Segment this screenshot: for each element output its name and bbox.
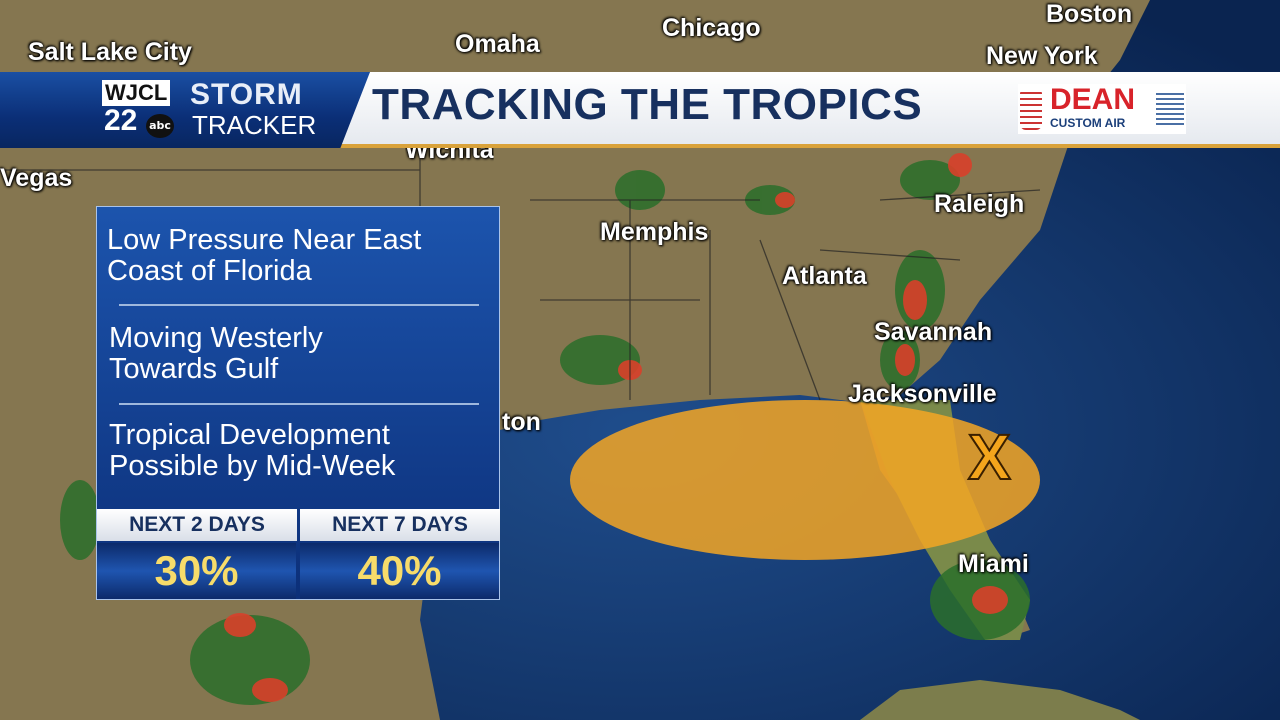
coil-icon xyxy=(1020,88,1042,130)
city-label: Atlanta xyxy=(782,262,867,290)
vent-icon xyxy=(1156,90,1184,128)
sponsor-logo: DEAN CUSTOM AIR xyxy=(1018,84,1186,134)
logo-bar xyxy=(0,72,370,148)
gold-stripe xyxy=(330,144,1280,148)
city-label: Jacksonville xyxy=(848,380,997,408)
city-label: Boston xyxy=(1046,0,1133,28)
page-title: TRACKING THE TROPICS xyxy=(372,80,923,129)
divider xyxy=(119,403,479,405)
info-line: Moving Westerly xyxy=(109,322,323,354)
outlook-2day-label: NEXT 2 DAYS xyxy=(97,509,297,541)
city-label: Salt Lake City xyxy=(28,38,192,66)
call-letters: WJCL xyxy=(102,80,171,106)
brand-tracker: TRACKER xyxy=(192,110,317,140)
land-cuba xyxy=(860,680,1140,720)
city-label: New York xyxy=(986,42,1098,70)
city-label: Chicago xyxy=(662,14,761,42)
city-label: Savannah xyxy=(874,318,993,346)
city-label: Vegas xyxy=(0,164,73,192)
city-label: Memphis xyxy=(600,218,709,246)
info-line: Possible by Mid-Week xyxy=(109,450,396,482)
brand-storm: STORM xyxy=(190,78,303,111)
channel-number: 22 xyxy=(104,104,138,137)
header-banner: WJCL 22 abc STORM TRACKER TRACKING THE T… xyxy=(0,72,1280,148)
info-line: Tropical Development xyxy=(109,419,390,451)
city-label: Wichita xyxy=(405,136,494,164)
outlook-7day-value: 40% xyxy=(300,543,499,599)
sponsor-name: DEAN xyxy=(1050,83,1136,116)
city-label: Raleigh xyxy=(934,190,1025,218)
development-area xyxy=(570,400,1040,560)
sponsor-tagline: CUSTOM AIR xyxy=(1050,116,1126,130)
outlook-2day-value: 30% xyxy=(97,543,296,599)
info-panel: Low Pressure Near East Coast of Florida … xyxy=(96,206,500,600)
radar-heavy-rain xyxy=(224,153,1008,702)
city-label: Miami xyxy=(958,550,1029,578)
outlook-7day-label: NEXT 7 DAYS xyxy=(300,509,500,541)
abc-logo: abc xyxy=(146,114,174,138)
info-line: Low Pressure Near East xyxy=(107,224,422,256)
city-label: ton xyxy=(502,408,541,436)
disturbance-x-marker: X xyxy=(967,420,1012,494)
info-line: Towards Gulf xyxy=(109,353,279,385)
divider xyxy=(119,304,479,306)
city-label: Omaha xyxy=(455,30,540,58)
station-logo: WJCL 22 abc STORM TRACKER xyxy=(102,78,324,140)
info-line: Coast of Florida xyxy=(107,255,312,287)
